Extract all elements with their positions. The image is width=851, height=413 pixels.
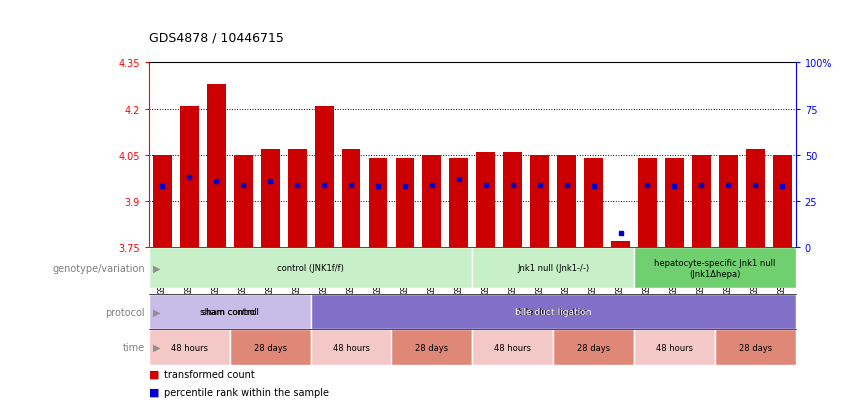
- Bar: [315, 106, 334, 248]
- Bar: [260, 150, 280, 248]
- Bar: [207, 85, 226, 248]
- Text: 48 hours: 48 hours: [494, 343, 531, 352]
- Bar: [180, 106, 199, 248]
- Bar: [449, 159, 468, 248]
- Text: bile duct ligation: bile duct ligation: [518, 307, 588, 316]
- Text: sham control: sham control: [203, 307, 257, 316]
- Bar: [230, 330, 311, 365]
- Text: time: time: [123, 342, 145, 352]
- Text: 28 days: 28 days: [415, 343, 448, 352]
- Bar: [715, 330, 796, 365]
- Text: protocol: protocol: [105, 307, 145, 317]
- Bar: [611, 242, 630, 248]
- Bar: [745, 150, 765, 248]
- Bar: [472, 248, 634, 289]
- Text: transformed count: transformed count: [164, 369, 255, 379]
- Bar: [311, 294, 796, 330]
- Bar: [149, 330, 230, 365]
- Bar: [584, 159, 603, 248]
- Text: 48 hours: 48 hours: [656, 343, 693, 352]
- Text: 28 days: 28 days: [577, 343, 610, 352]
- Bar: [149, 248, 472, 289]
- Bar: [153, 156, 172, 248]
- Bar: [396, 159, 414, 248]
- Text: ▶: ▶: [153, 307, 161, 317]
- Bar: [311, 330, 391, 365]
- Text: ▶: ▶: [153, 342, 161, 352]
- Bar: [234, 156, 253, 248]
- Bar: [638, 159, 657, 248]
- Text: ■: ■: [149, 369, 159, 379]
- Bar: [773, 156, 791, 248]
- Text: 28 days: 28 days: [739, 343, 772, 352]
- Bar: [477, 152, 495, 248]
- Bar: [149, 294, 311, 330]
- Bar: [719, 156, 738, 248]
- Bar: [553, 330, 634, 365]
- Bar: [422, 156, 442, 248]
- Text: control (JNK1f/f): control (JNK1f/f): [277, 264, 344, 273]
- Bar: [530, 156, 549, 248]
- Bar: [368, 159, 387, 248]
- Bar: [692, 156, 711, 248]
- Text: GDS4878 / 10446715: GDS4878 / 10446715: [149, 31, 283, 44]
- Text: 28 days: 28 days: [254, 343, 287, 352]
- Bar: [557, 156, 576, 248]
- Text: percentile rank within the sample: percentile rank within the sample: [164, 387, 329, 397]
- Bar: [391, 330, 472, 365]
- Bar: [665, 159, 684, 248]
- Text: 48 hours: 48 hours: [333, 343, 369, 352]
- Bar: [634, 248, 796, 289]
- Bar: [472, 330, 553, 365]
- Text: 48 hours: 48 hours: [171, 343, 208, 352]
- Text: genotype/variation: genotype/variation: [52, 263, 145, 273]
- Bar: [341, 150, 361, 248]
- Text: sham control: sham control: [200, 307, 260, 316]
- Text: ▶: ▶: [153, 263, 161, 273]
- Text: ■: ■: [149, 387, 159, 397]
- Text: Jnk1 null (Jnk1-/-): Jnk1 null (Jnk1-/-): [517, 264, 589, 273]
- Bar: [503, 152, 523, 248]
- Bar: [288, 150, 306, 248]
- Bar: [634, 330, 715, 365]
- Text: hepatocyte-specific Jnk1 null
(Jnk1Δhepa): hepatocyte-specific Jnk1 null (Jnk1Δhepa…: [654, 259, 775, 278]
- Text: bile duct ligation: bile duct ligation: [515, 307, 591, 316]
